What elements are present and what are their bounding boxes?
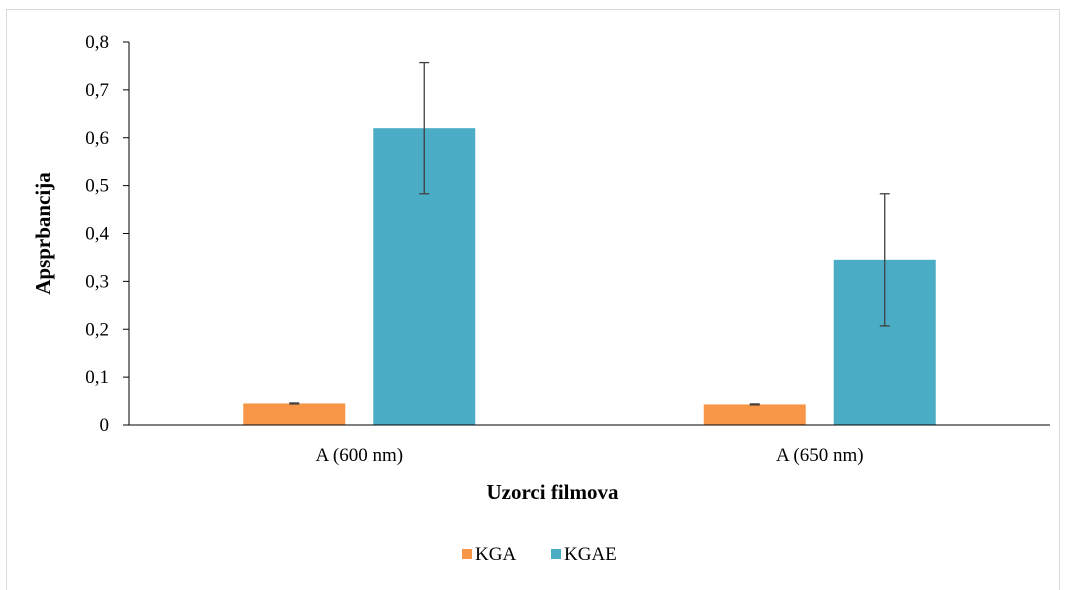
legend: KGA KGAE <box>462 544 617 565</box>
y-tick-label: 0,2 <box>85 319 109 340</box>
error-bars-group <box>289 61 890 406</box>
y-tick-label: 0,8 <box>85 32 109 53</box>
y-tick-label: 0,6 <box>85 128 109 149</box>
x-category-label: A (650 nm) <box>776 445 864 466</box>
y-tick-label: 0,4 <box>85 224 109 245</box>
legend-label: KGAE <box>564 544 617 565</box>
legend-label: KGA <box>475 544 516 565</box>
error-bar-kga-2 <box>749 403 760 406</box>
y-tick-label: 0,7 <box>85 80 109 101</box>
legend-item-kgae: KGAE <box>551 544 617 565</box>
y-tick-label: 0 <box>100 415 110 436</box>
error-bar-kga-1 <box>289 402 300 405</box>
error-bar-kgae-2 <box>879 193 890 327</box>
legend-swatch <box>551 549 561 559</box>
bars-group <box>243 128 936 426</box>
bar-kga-2 <box>703 404 806 425</box>
legend-swatch <box>462 549 472 559</box>
x-category-labels: A (600 nm) A (650 nm) <box>315 445 863 466</box>
error-bar-kgae-1 <box>419 61 430 195</box>
chart-frame <box>6 9 1060 590</box>
x-axis-title: Uzorci filmova <box>487 480 619 504</box>
y-tick-label: 0,5 <box>85 176 109 197</box>
y-ticks-group: 0 0,1 0,2 0,3 0,4 0,5 0,6 0,7 0,8 <box>85 32 129 436</box>
y-axis-title: Apsprbancija <box>31 172 55 295</box>
legend-item-kga: KGA <box>462 544 516 565</box>
bar-kga-1 <box>243 403 346 425</box>
x-category-label: A (600 nm) <box>315 445 403 466</box>
y-tick-label: 0,1 <box>85 367 109 388</box>
y-tick-label: 0,3 <box>85 271 109 292</box>
